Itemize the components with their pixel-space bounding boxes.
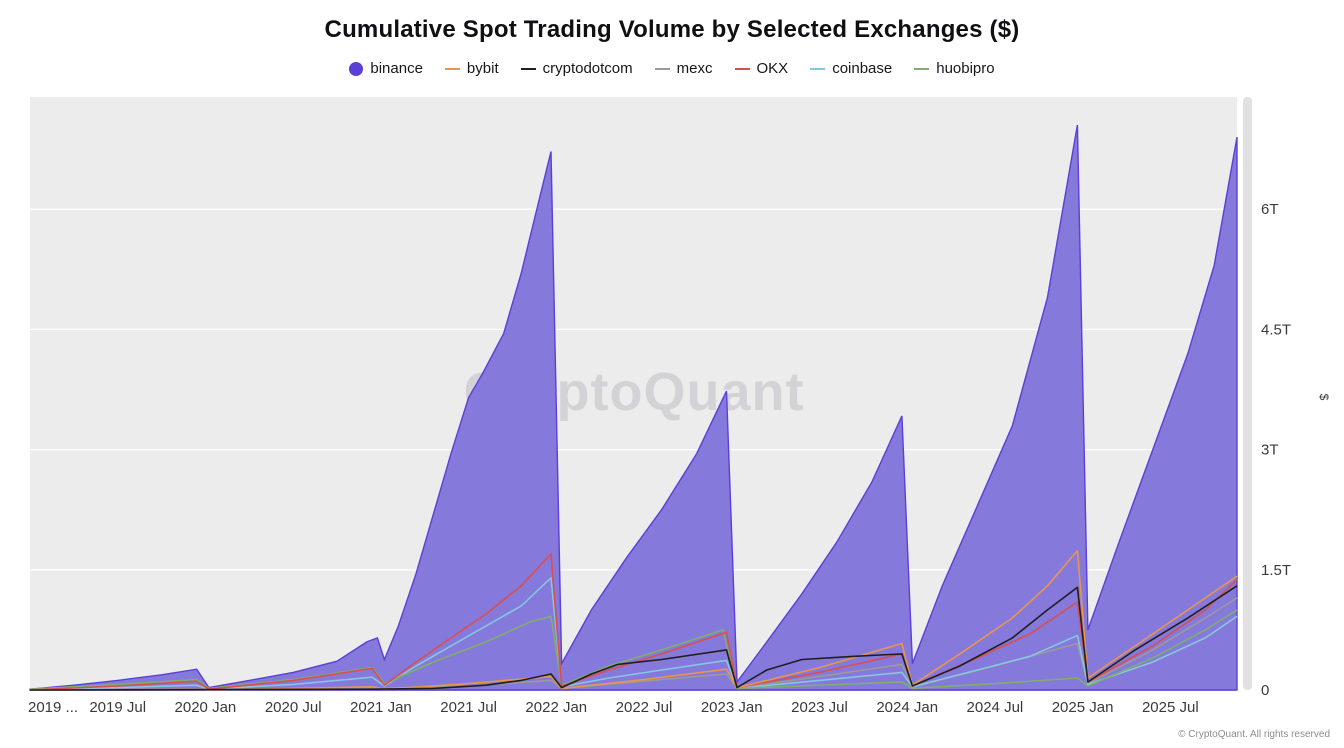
y-axis-tick: 6T bbox=[1261, 201, 1279, 218]
series-coinbase bbox=[29, 576, 1238, 691]
legend-swatch-binance bbox=[349, 61, 364, 76]
x-axis-tick: 2021 Jul bbox=[440, 699, 497, 716]
legend-label: huobipro bbox=[936, 60, 995, 77]
legend-label: OKX bbox=[756, 60, 789, 77]
x-axis-tick: 2020 Jul bbox=[265, 699, 322, 716]
x-axis-tick: 2024 Jul bbox=[967, 699, 1024, 716]
series-bybit bbox=[29, 549, 1238, 691]
x-axis-tick: 2019 ... bbox=[28, 699, 78, 716]
x-axis-tick: 2022 Jan bbox=[525, 699, 587, 716]
x-axis-tick: 2025 Jul bbox=[1142, 699, 1199, 716]
x-axis-tick: 2022 Jul bbox=[616, 699, 673, 716]
legend-swatch-huobipro bbox=[914, 67, 930, 70]
copyright-notice: © CryptoQuant. All rights reserved bbox=[1178, 729, 1330, 740]
x-axis-tick: 2023 Jul bbox=[791, 699, 848, 716]
legend-label: binance bbox=[370, 60, 423, 77]
chart-scrollbar[interactable] bbox=[1243, 97, 1252, 690]
legend-swatch-mexc bbox=[654, 67, 670, 70]
x-axis-tick: 2024 Jan bbox=[876, 699, 938, 716]
legend-item-binance[interactable]: binance bbox=[349, 60, 423, 77]
legend-label: cryptodotcom bbox=[542, 60, 633, 77]
chart-legend: binance bybit cryptodotcom mexc OKX coinbase h… bbox=[0, 60, 1344, 77]
x-axis-tick: 2025 Jan bbox=[1052, 699, 1114, 716]
y-axis-tick: 4.5T bbox=[1261, 321, 1291, 338]
x-axis-tick: 2021 Jan bbox=[350, 699, 412, 716]
x-axis-tick: 2023 Jan bbox=[701, 699, 763, 716]
legend-swatch-coinbase bbox=[810, 67, 826, 70]
series-binance bbox=[29, 124, 1238, 691]
legend-item-coinbase[interactable]: coinbase bbox=[810, 60, 892, 77]
legend-swatch-OKX bbox=[734, 67, 750, 70]
x-axis-tick: 2020 Jan bbox=[175, 699, 237, 716]
series-cryptodotcom bbox=[29, 585, 1238, 691]
legend-item-mexc[interactable]: mexc bbox=[654, 60, 713, 77]
y-axis-tick: 3T bbox=[1261, 442, 1279, 459]
y-axis-title: $ bbox=[1317, 394, 1331, 401]
legend-label: mexc bbox=[676, 60, 713, 77]
legend-swatch-bybit bbox=[444, 67, 460, 70]
y-axis-tick: 0 bbox=[1261, 682, 1269, 699]
legend-item-huobipro[interactable]: huobipro bbox=[914, 60, 995, 77]
y-axis-tick: 1.5T bbox=[1261, 562, 1291, 579]
x-axis-tick: 2019 Jul bbox=[89, 699, 146, 716]
series-OKX bbox=[29, 552, 1238, 691]
legend-item-OKX[interactable]: OKX bbox=[734, 60, 789, 77]
legend-item-bybit[interactable]: bybit bbox=[444, 60, 499, 77]
legend-label: coinbase bbox=[832, 60, 893, 77]
legend-swatch-cryptodotcom bbox=[520, 67, 536, 70]
legend-item-cryptodotcom[interactable]: cryptodotcom bbox=[520, 60, 633, 77]
chart-title: Cumulative Spot Trading Volume by Select… bbox=[324, 16, 1020, 43]
legend-label: bybit bbox=[466, 60, 499, 77]
